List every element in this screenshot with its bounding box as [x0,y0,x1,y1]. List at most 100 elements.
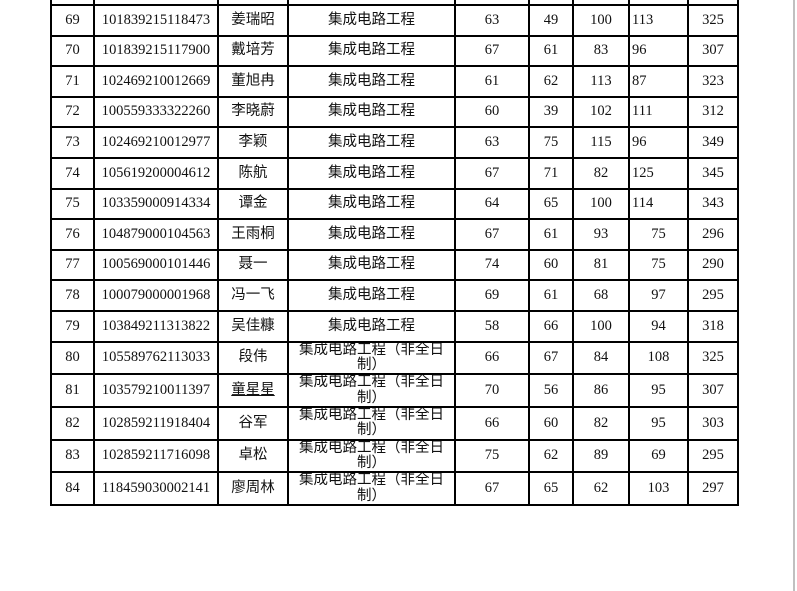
score2-cell: 67 [528,340,574,376]
score2-cell: 66 [528,309,574,343]
score2-cell: 39 [528,95,574,129]
program-cell: 集成电路工程 [287,156,456,190]
score3-cell: 100 [572,4,630,37]
score1-cell: 63 [454,4,530,37]
score1-cell: 67 [454,34,530,68]
candidate-name-cell: 李晓蔚 [217,95,289,129]
candidate-id-cell [93,0,219,6]
program-cell: 集成电路工程 [287,309,456,343]
score3-cell: 115 [572,126,630,159]
candidate-name-cell: 卓松 [217,438,289,474]
program-cell: 集成电路工程 [287,248,456,282]
score1-cell: 67 [454,471,530,507]
score2-cell: 65 [528,471,574,507]
page-right-edge-divider [793,0,795,591]
candidate-id-cell: 100079000001968 [93,279,219,312]
score3-cell: 102 [572,95,630,129]
score2-cell: 60 [528,248,574,282]
rank-cell: 83 [50,438,95,474]
program-cell: 集成电路工程（非全日制） [287,438,456,474]
total-score-cell: 325 [687,4,739,37]
candidate-id-cell: 103359000914334 [93,187,219,221]
program-cell: 集成电路工程 [287,187,456,221]
score1-cell: 74 [454,248,530,282]
candidate-name-cell: 冯一飞 [217,279,289,312]
candidate-name-cell: 聂一 [217,248,289,282]
candidate-name-cell: 段伟 [217,340,289,376]
score2-cell: 71 [528,156,574,190]
total-score-cell: 345 [687,156,739,190]
total-score-cell: 318 [687,309,739,343]
table-row: 75 103359000914334 谭金 集成电路工程 64 65 100 1… [50,187,739,221]
total-score-cell: 349 [687,126,739,159]
total-score-cell: 295 [687,279,739,312]
score2-cell: 49 [528,4,574,37]
candidate-name-cell: 谷军 [217,405,289,441]
program-cell: 集成电路工程（非全日制） [287,405,456,441]
program-cell: 集成电路工程（非全日制） [287,340,456,376]
score4-cell: 111 [628,95,689,129]
candidate-name-cell: 王雨桐 [217,218,289,251]
score4-cell: 96 [628,34,689,68]
candidate-name-cell: 董旭冉 [217,65,289,98]
program-cell: 集成电路工程 [287,218,456,251]
table-row: 71 102469210012669 董旭冉 集成电路工程 61 62 113 … [50,65,739,98]
score1-cell: 66 [454,340,530,376]
score4-cell: 75 [628,248,689,282]
rank-cell: 78 [50,279,95,312]
candidate-name-cell: 戴培芳 [217,34,289,68]
total-score-cell [687,0,739,6]
candidate-id-cell: 103579210011397 [93,373,219,408]
program-cell: 集成电路工程 [287,34,456,68]
score3-cell: 68 [572,279,630,312]
total-score-cell: 307 [687,34,739,68]
table-row: 81 103579210011397 童星星 集成电路工程（非全日制） 70 5… [50,373,739,408]
score2-cell: 56 [528,373,574,408]
score4-cell: 96 [628,126,689,159]
score1-cell: 75 [454,438,530,474]
candidate-id-cell: 102469210012977 [93,126,219,159]
score1-cell: 67 [454,156,530,190]
scores-table: 69 101839215118473 姜瑞昭 集成电路工程 63 49 100 … [50,0,739,507]
candidate-id-cell: 105619200004612 [93,156,219,190]
table-row: 82 102859211918404 谷军 集成电路工程（非全日制） 66 60… [50,405,739,441]
score3-cell: 89 [572,438,630,474]
table-row: 69 101839215118473 姜瑞昭 集成电路工程 63 49 100 … [50,4,739,37]
program-cell: 集成电路工程 [287,95,456,129]
rank-cell: 84 [50,471,95,507]
score3-cell: 83 [572,34,630,68]
rank-cell: 73 [50,126,95,159]
score4-cell: 97 [628,279,689,312]
rank-cell: 75 [50,187,95,221]
total-score-cell: 307 [687,373,739,408]
table-body: 69 101839215118473 姜瑞昭 集成电路工程 63 49 100 … [50,4,739,507]
score3-cell: 113 [572,65,630,98]
total-score-cell: 295 [687,438,739,474]
score1-cell: 61 [454,65,530,98]
candidate-id-cell: 102859211918404 [93,405,219,441]
score2-cell: 61 [528,279,574,312]
table-row: 84 118459030002141 廖周林 集成电路工程（非全日制） 67 6… [50,471,739,507]
total-score-cell: 312 [687,95,739,129]
candidate-id-cell: 118459030002141 [93,471,219,507]
candidate-name-cell: 姜瑞昭 [217,4,289,37]
score2-cell: 61 [528,218,574,251]
score2-cell: 60 [528,405,574,441]
candidate-id-cell: 101839215118473 [93,4,219,37]
score4-cell: 125 [628,156,689,190]
score3-cell: 62 [572,471,630,507]
score4-cell: 114 [628,187,689,221]
program-cell: 集成电路工程（非全日制） [287,471,456,507]
rank-cell: 69 [50,4,95,37]
score4-cell: 95 [628,373,689,408]
table-row: 76 104879000104563 王雨桐 集成电路工程 67 61 93 7… [50,218,739,251]
score1-cell: 70 [454,373,530,408]
total-score-cell: 303 [687,405,739,441]
score3-cell: 100 [572,309,630,343]
table-row-partial [50,0,739,6]
total-score-cell: 343 [687,187,739,221]
rank-cell: 70 [50,34,95,68]
score4-cell: 113 [628,4,689,37]
table-row: 80 105589762113033 段伟 集成电路工程（非全日制） 66 67… [50,340,739,376]
table-row: 72 100559333322260 李晓蔚 集成电路工程 60 39 102 … [50,95,739,129]
